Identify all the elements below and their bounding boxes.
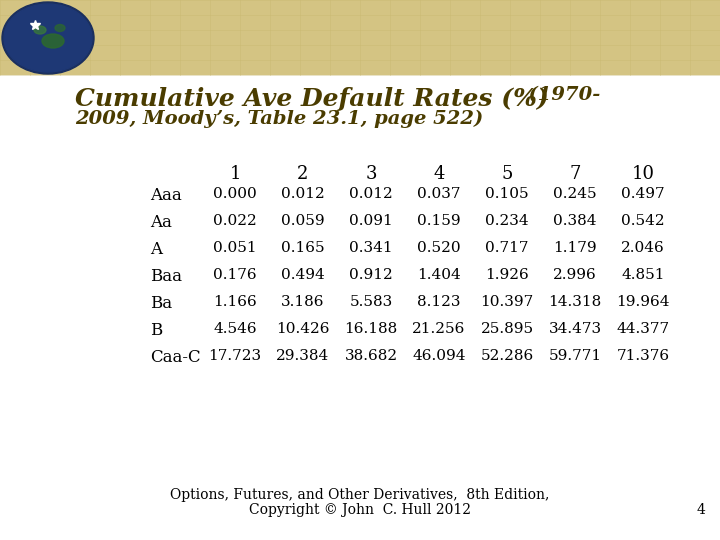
Text: 25.895: 25.895 bbox=[480, 322, 534, 336]
Text: 2.996: 2.996 bbox=[553, 268, 597, 282]
Text: 1: 1 bbox=[229, 165, 240, 183]
Text: 0.012: 0.012 bbox=[349, 187, 393, 201]
Text: Aaa: Aaa bbox=[150, 187, 181, 204]
Text: 0.165: 0.165 bbox=[282, 241, 325, 255]
Text: 5: 5 bbox=[501, 165, 513, 183]
Ellipse shape bbox=[42, 34, 64, 48]
Text: 0.520: 0.520 bbox=[417, 241, 461, 255]
Text: 2.046: 2.046 bbox=[621, 241, 665, 255]
Text: 44.377: 44.377 bbox=[616, 322, 670, 336]
Text: 0.059: 0.059 bbox=[282, 214, 325, 228]
Text: Cumulative Ave Default Rates (%): Cumulative Ave Default Rates (%) bbox=[75, 87, 549, 111]
Text: Caa-C: Caa-C bbox=[150, 349, 201, 366]
Text: 0.542: 0.542 bbox=[621, 214, 665, 228]
Text: 3: 3 bbox=[365, 165, 377, 183]
Text: 0.012: 0.012 bbox=[281, 187, 325, 201]
Text: 0.384: 0.384 bbox=[553, 214, 597, 228]
Text: Copyright © John  C. Hull 2012: Copyright © John C. Hull 2012 bbox=[249, 503, 471, 517]
Text: 10.426: 10.426 bbox=[276, 322, 330, 336]
Text: 4: 4 bbox=[433, 165, 445, 183]
Text: Aa: Aa bbox=[150, 214, 172, 231]
Text: 0.497: 0.497 bbox=[621, 187, 665, 201]
Text: 0.022: 0.022 bbox=[213, 214, 257, 228]
Text: Baa: Baa bbox=[150, 268, 182, 285]
Ellipse shape bbox=[55, 24, 65, 31]
Text: 1.404: 1.404 bbox=[417, 268, 461, 282]
Text: 0.245: 0.245 bbox=[553, 187, 597, 201]
Text: 0.717: 0.717 bbox=[485, 241, 528, 255]
Text: 10.397: 10.397 bbox=[480, 295, 534, 309]
Text: 3.186: 3.186 bbox=[282, 295, 325, 309]
Text: 2: 2 bbox=[297, 165, 309, 183]
Text: 46.094: 46.094 bbox=[413, 349, 466, 363]
Text: 59.771: 59.771 bbox=[549, 349, 602, 363]
Text: 16.188: 16.188 bbox=[344, 322, 397, 336]
Text: 4: 4 bbox=[696, 503, 705, 517]
Text: 1.166: 1.166 bbox=[213, 295, 257, 309]
Text: 17.723: 17.723 bbox=[208, 349, 261, 363]
Text: 0.341: 0.341 bbox=[349, 241, 393, 255]
Text: 0.176: 0.176 bbox=[213, 268, 257, 282]
Text: 8.123: 8.123 bbox=[418, 295, 461, 309]
Bar bbox=[0, 0, 720, 75]
Text: (1970-: (1970- bbox=[515, 86, 600, 104]
Text: Ba: Ba bbox=[150, 295, 172, 312]
Text: 0.000: 0.000 bbox=[213, 187, 257, 201]
Text: B: B bbox=[150, 322, 162, 339]
Text: 10: 10 bbox=[631, 165, 654, 183]
Text: Options, Futures, and Other Derivatives,  8th Edition,: Options, Futures, and Other Derivatives,… bbox=[171, 488, 549, 502]
Text: 2009, Moody’s, Table 23.1, page 522): 2009, Moody’s, Table 23.1, page 522) bbox=[75, 110, 483, 128]
Text: 0.051: 0.051 bbox=[213, 241, 257, 255]
Text: 0.234: 0.234 bbox=[485, 214, 528, 228]
Text: 0.037: 0.037 bbox=[418, 187, 461, 201]
Text: 4.851: 4.851 bbox=[621, 268, 665, 282]
Text: 0.091: 0.091 bbox=[349, 214, 393, 228]
Ellipse shape bbox=[34, 26, 46, 34]
Ellipse shape bbox=[4, 4, 92, 72]
Text: A: A bbox=[150, 241, 162, 258]
Text: 34.473: 34.473 bbox=[549, 322, 602, 336]
Text: 0.105: 0.105 bbox=[485, 187, 528, 201]
Text: 1.926: 1.926 bbox=[485, 268, 529, 282]
Text: 0.494: 0.494 bbox=[281, 268, 325, 282]
Text: 21.256: 21.256 bbox=[413, 322, 466, 336]
Text: 71.376: 71.376 bbox=[616, 349, 670, 363]
Text: 0.159: 0.159 bbox=[417, 214, 461, 228]
Text: 4.546: 4.546 bbox=[213, 322, 257, 336]
Text: 29.384: 29.384 bbox=[276, 349, 330, 363]
Text: 52.286: 52.286 bbox=[480, 349, 534, 363]
Text: 0.912: 0.912 bbox=[349, 268, 393, 282]
Text: 19.964: 19.964 bbox=[616, 295, 670, 309]
Text: 14.318: 14.318 bbox=[549, 295, 602, 309]
Text: 38.682: 38.682 bbox=[344, 349, 397, 363]
Ellipse shape bbox=[2, 2, 94, 74]
Text: 5.583: 5.583 bbox=[349, 295, 392, 309]
Text: 1.179: 1.179 bbox=[553, 241, 597, 255]
Text: 7: 7 bbox=[570, 165, 581, 183]
